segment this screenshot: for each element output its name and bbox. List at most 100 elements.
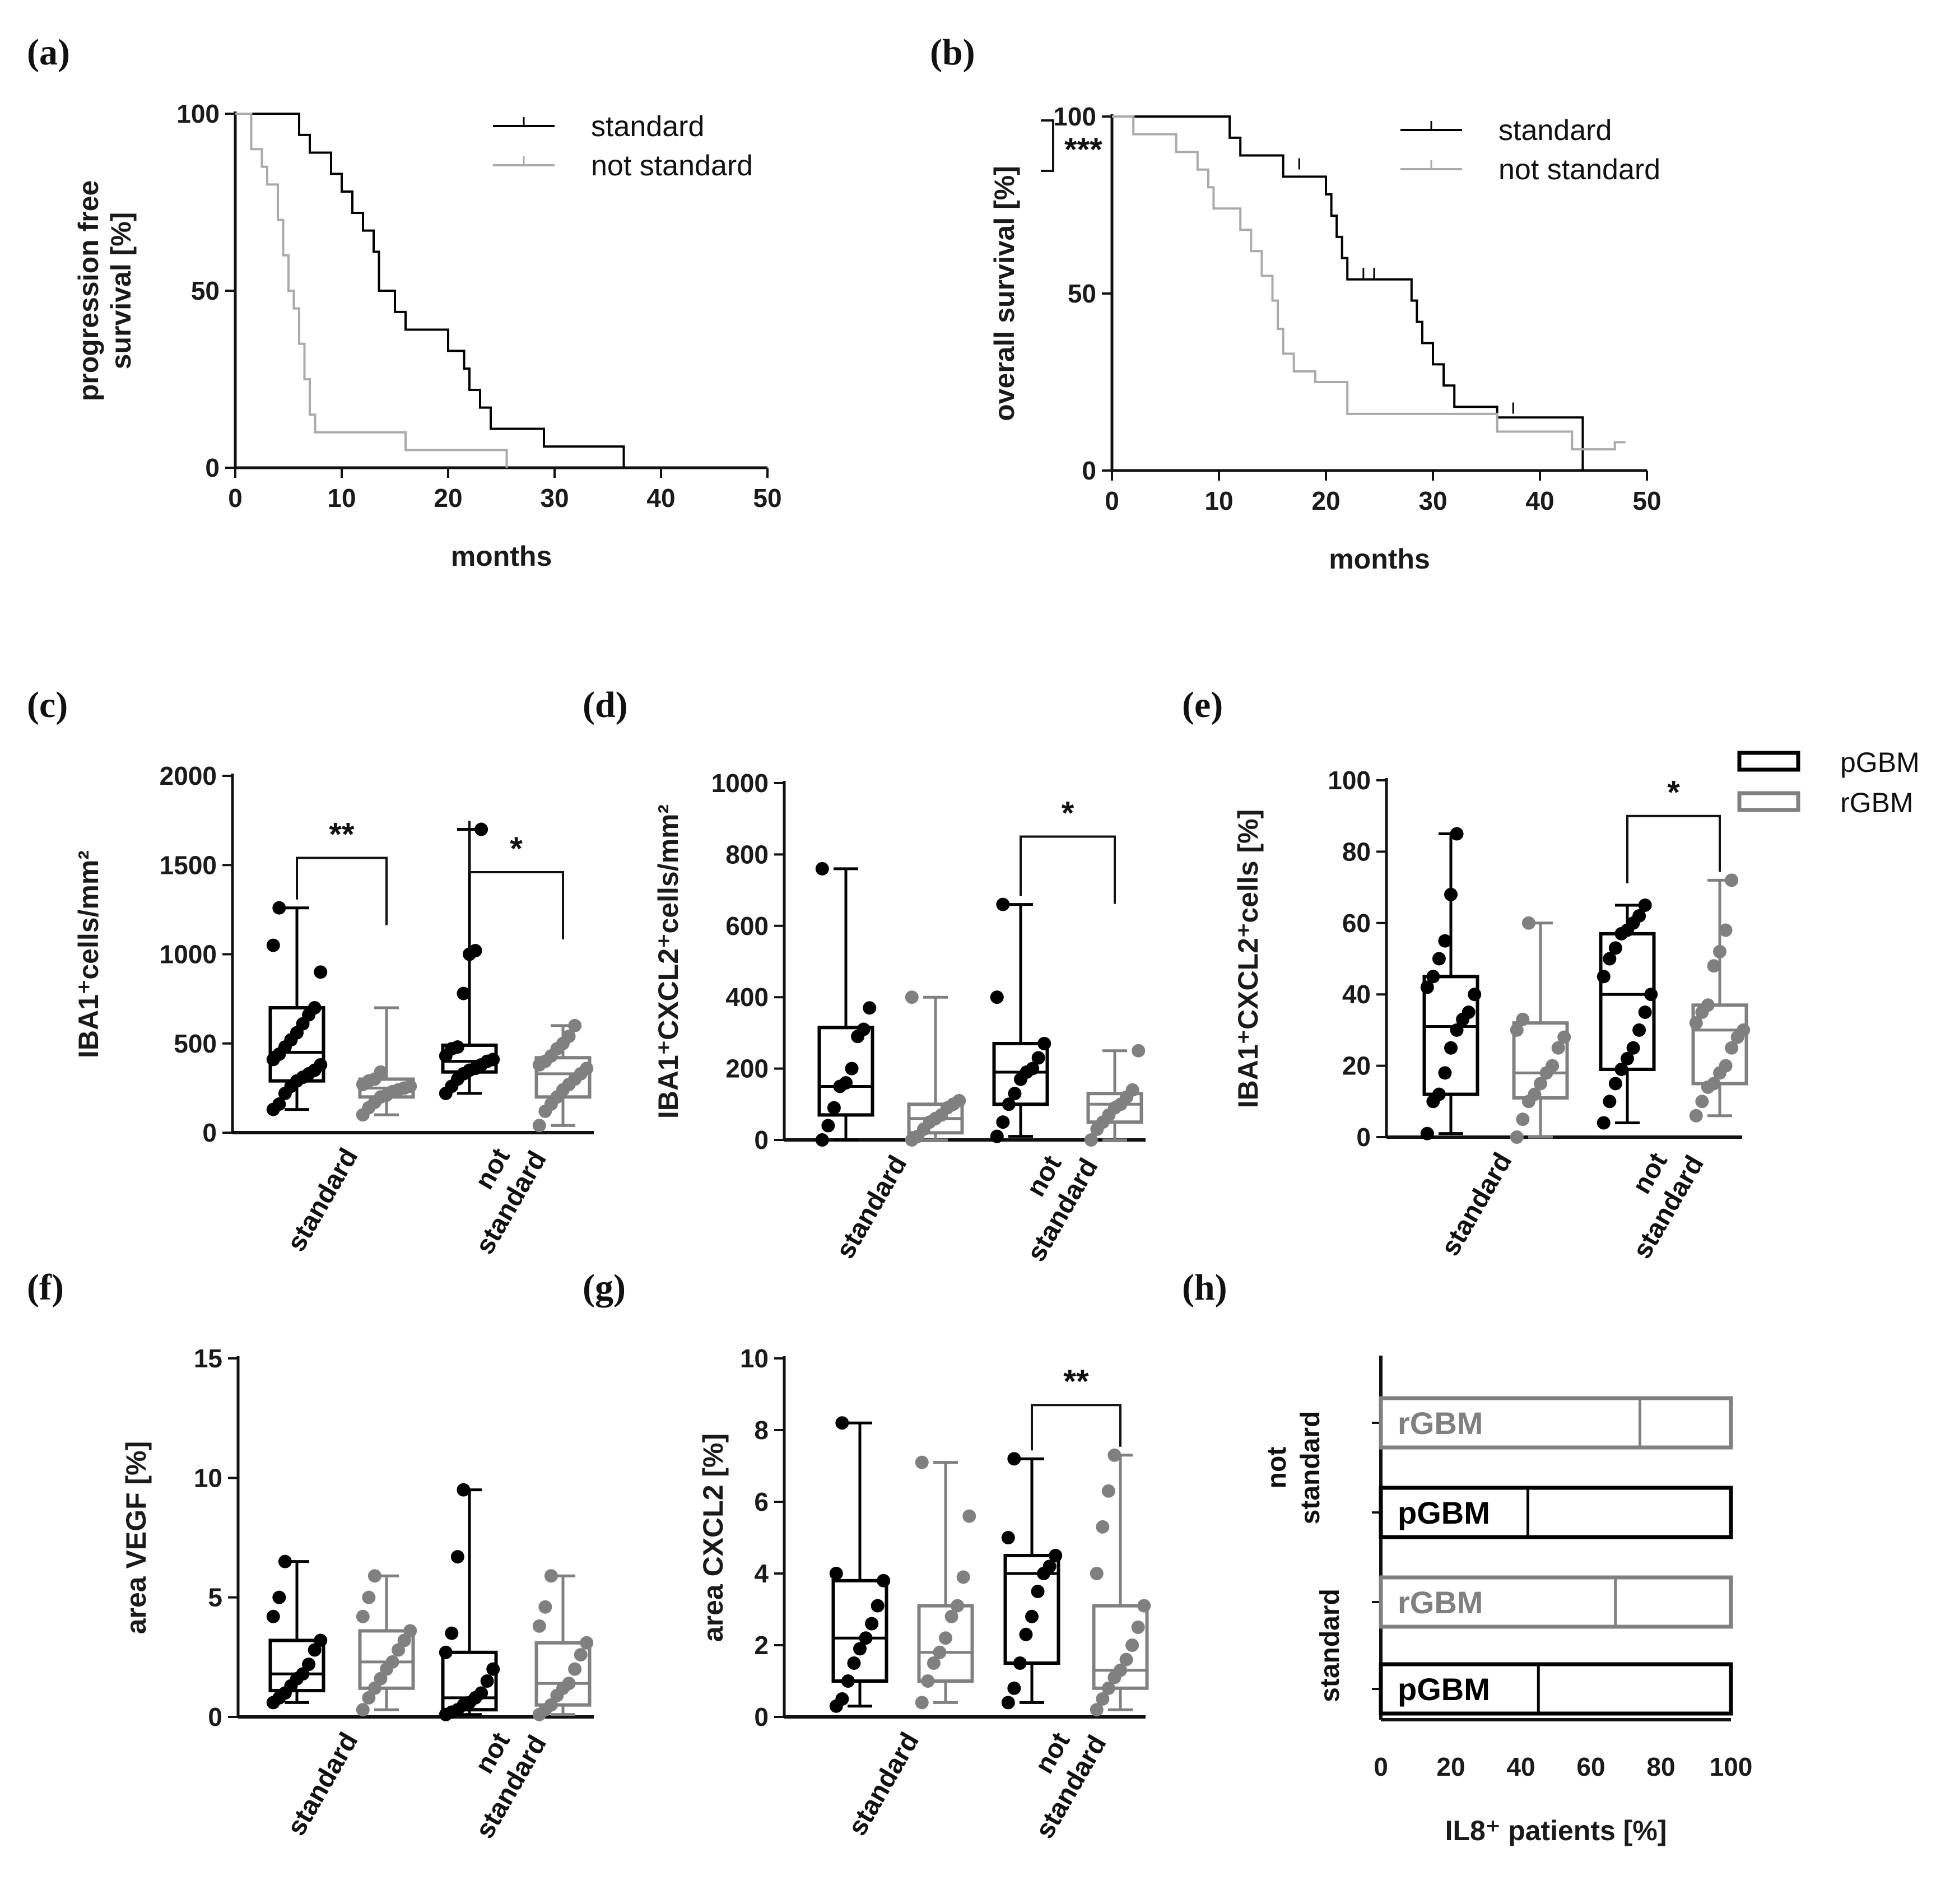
data-point <box>1737 1023 1751 1037</box>
data-point <box>1608 941 1622 955</box>
data-point <box>1603 952 1617 966</box>
y-tick-label: 200 <box>725 1054 769 1083</box>
data-point <box>1719 923 1733 937</box>
data-point <box>272 901 286 915</box>
data-point <box>1626 1041 1640 1055</box>
y-tick-label: 15 <box>194 1344 222 1373</box>
y-axis-title: area VEGF [%] <box>120 1441 152 1635</box>
y-tick-label: 5 <box>208 1583 222 1612</box>
data-point <box>956 1570 970 1584</box>
group-label: not <box>1262 1447 1292 1489</box>
data-point <box>1516 1012 1530 1026</box>
data-point <box>863 1001 877 1015</box>
data-point <box>1031 1051 1045 1065</box>
data-point <box>1521 916 1535 930</box>
bar-outline <box>1379 1396 1733 1450</box>
data-point <box>457 986 471 1000</box>
bar-label: rGBM <box>1398 1585 1483 1620</box>
data-point <box>1444 887 1458 901</box>
data-point <box>1468 988 1482 1002</box>
panel-label: (a) <box>27 32 70 73</box>
x-tick-label: 0 <box>228 483 243 513</box>
x-axis-title: months <box>1329 543 1430 575</box>
bar-label: pGBM <box>1398 1495 1490 1530</box>
legend-label: not standard <box>591 150 753 182</box>
data-point <box>1638 1005 1652 1019</box>
group-label: standard <box>1296 1411 1325 1525</box>
data-point <box>1557 1030 1571 1044</box>
data-point <box>308 1001 322 1015</box>
significance-bracket <box>1041 119 1054 172</box>
data-point <box>367 1569 381 1583</box>
category-label: standard <box>281 1728 364 1841</box>
data-point <box>905 990 919 1004</box>
significance-label: * <box>1667 775 1680 811</box>
significance-bracket <box>468 821 564 939</box>
data-point <box>996 897 1010 911</box>
y-tick-label: 100 <box>1053 102 1096 131</box>
x-tick-label: 80 <box>1646 1752 1675 1781</box>
data-point <box>1546 1059 1560 1073</box>
legend-label: standard <box>1498 114 1612 147</box>
x-tick-label: 20 <box>1311 486 1340 515</box>
data-point <box>1695 1095 1709 1109</box>
group-label: standard <box>1315 1589 1345 1702</box>
data-point <box>1719 1059 1733 1073</box>
y-tick-label: 0 <box>754 1702 769 1731</box>
data-point <box>474 822 488 836</box>
x-tick-label: 40 <box>646 483 675 513</box>
y-tick-label: 8 <box>754 1416 769 1445</box>
data-point <box>1621 1051 1634 1065</box>
data-point <box>1090 1703 1104 1717</box>
data-point <box>532 1119 546 1133</box>
y-tick-label: 800 <box>725 840 769 869</box>
data-point <box>1107 1448 1121 1462</box>
data-point <box>1603 1095 1617 1109</box>
significance-label: * <box>510 831 523 867</box>
data-point <box>915 1696 929 1710</box>
x-tick-label: 10 <box>1204 486 1233 515</box>
x-tick-label: 40 <box>1506 1752 1535 1781</box>
data-point <box>1725 873 1739 887</box>
data-point <box>302 1658 316 1672</box>
data-point <box>457 1483 471 1497</box>
data-point <box>1450 827 1464 841</box>
data-point <box>835 1692 849 1706</box>
data-point <box>356 1703 370 1717</box>
data-point <box>1125 1638 1139 1652</box>
data-point <box>1597 1116 1611 1130</box>
y-axis-title: overall survival [%] <box>989 166 1020 421</box>
data-point <box>815 862 829 876</box>
bar-label: pGBM <box>1398 1672 1490 1707</box>
data-point <box>1125 1083 1139 1097</box>
km-curve-not-standard <box>1112 115 1626 451</box>
bar-outline <box>1379 1486 1733 1539</box>
data-point <box>314 1633 328 1647</box>
data-point <box>1689 1016 1703 1030</box>
data-point <box>1551 1041 1565 1055</box>
significance-bracket <box>296 856 388 925</box>
data-point <box>1438 1066 1452 1080</box>
data-point <box>827 1101 841 1115</box>
data-point <box>1528 1087 1542 1101</box>
bar-outline <box>1379 1575 1733 1629</box>
data-point <box>568 1662 582 1676</box>
panel-label: (b) <box>930 32 975 73</box>
y-tick-label: 0 <box>202 1118 217 1147</box>
x-tick-label: 50 <box>1632 486 1661 515</box>
y-axis-title: IBA1⁺CXCL2⁺cells [%] <box>1232 809 1264 1108</box>
category-label: standard <box>281 1143 364 1256</box>
data-point <box>480 1674 494 1688</box>
data-point <box>385 1655 399 1669</box>
legend-label: pGBM <box>1840 747 1920 778</box>
significance-bracket <box>1020 835 1116 904</box>
data-point <box>486 1053 500 1067</box>
y-axis-title: IBA1⁺CXCL2⁺cells/mm² <box>653 804 684 1119</box>
data-point <box>374 1065 388 1079</box>
data-point <box>562 1030 576 1044</box>
y-tick-label: 4 <box>754 1559 769 1588</box>
panel-label: (d) <box>583 685 628 725</box>
data-point <box>871 1599 885 1613</box>
data-point <box>1701 998 1715 1012</box>
panel-label: (h) <box>1182 1267 1227 1308</box>
